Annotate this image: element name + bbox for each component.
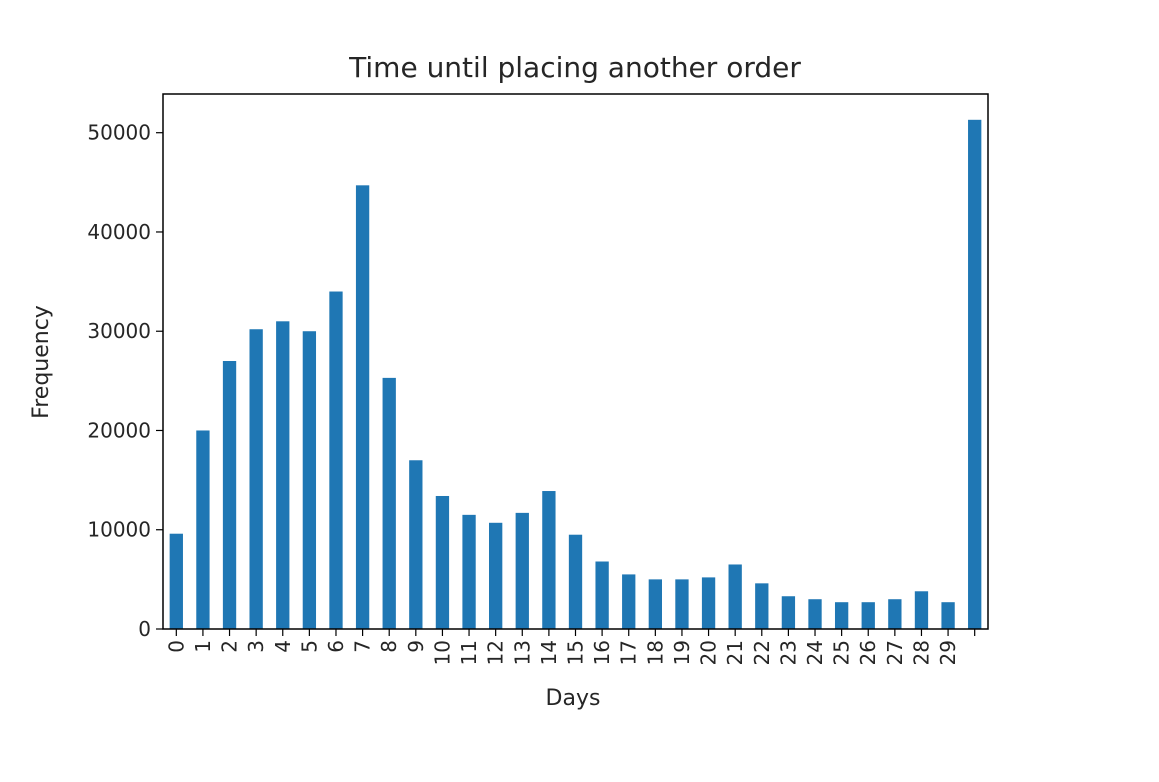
bar-day-1 — [196, 430, 210, 629]
x-tick-label: 16 — [590, 640, 614, 665]
x-tick-label: 3 — [244, 640, 268, 653]
bar-day-21 — [728, 564, 742, 629]
bar-day-25 — [834, 602, 849, 629]
x-tick-label: 22 — [750, 640, 774, 665]
x-tick-label: 7 — [351, 640, 375, 653]
x-tick-label: 13 — [510, 640, 534, 665]
bar-day-4 — [276, 321, 290, 629]
bar-day-27 — [888, 599, 902, 629]
bar-day-26 — [861, 602, 875, 629]
chart-title: Time until placing another order — [348, 51, 801, 84]
x-axis-label: Days — [546, 686, 601, 711]
bar-day-14 — [542, 491, 556, 629]
bar-day-12 — [489, 522, 503, 629]
bar-day-17 — [622, 574, 636, 629]
x-tick-label: 26 — [856, 640, 880, 665]
x-axis: 0 1 2 3 4 5 6 7 8 9 10 11 12 13 14 15 16 17 18 19 20 21 22 23 24… — [164, 629, 976, 665]
x-tick-label: 24 — [803, 640, 827, 665]
y-tick-label: 30000 — [87, 319, 151, 343]
bars-group — [169, 119, 982, 629]
bar-day-18 — [648, 579, 662, 629]
x-tick-label: 9 — [404, 640, 428, 653]
x-tick-label: 0 — [164, 640, 188, 653]
x-tick-label: 1 — [191, 640, 215, 653]
bar-day-3 — [249, 329, 263, 629]
bar-day-19 — [675, 579, 689, 629]
x-tick-label: 15 — [564, 640, 588, 665]
bar-day-11 — [462, 514, 476, 629]
bar-day-8 — [382, 377, 396, 629]
bar-day-6 — [329, 291, 343, 629]
y-axis: 0 10000 20000 30000 40000 50000 — [87, 121, 163, 641]
x-tick-label: 28 — [909, 640, 933, 665]
x-tick-label: 25 — [830, 640, 854, 665]
x-tick-label: 14 — [537, 640, 561, 665]
x-tick-label: 5 — [297, 640, 321, 653]
x-tick-label: 12 — [484, 640, 508, 665]
y-tick-label: 40000 — [87, 220, 151, 244]
bar-day-28 — [914, 591, 929, 629]
bar-day-23 — [781, 596, 796, 629]
bar-day-24 — [808, 599, 822, 629]
x-tick-label: 2 — [218, 640, 242, 653]
x-tick-label: 27 — [883, 640, 907, 665]
y-axis-label: Frequency — [29, 305, 54, 419]
bar-day-9 — [409, 460, 423, 629]
bar-day-extra-30 — [968, 119, 982, 629]
y-tick-label: 10000 — [87, 518, 151, 542]
x-tick-label: 10 — [430, 640, 454, 665]
x-tick-label: 19 — [670, 640, 694, 665]
bar-day-7 — [355, 185, 370, 629]
bar-day-16 — [595, 561, 609, 629]
x-tick-label: 18 — [643, 640, 667, 665]
bar-day-29 — [941, 602, 955, 629]
bar-day-15 — [568, 534, 583, 629]
x-tick-label: 29 — [936, 640, 960, 665]
bar-day-10 — [435, 495, 450, 629]
x-tick-label: 4 — [271, 640, 295, 653]
x-tick-label: 20 — [697, 640, 721, 665]
bar-day-0 — [169, 533, 183, 629]
y-tick-label: 20000 — [87, 418, 151, 442]
y-tick-label: 50000 — [87, 121, 151, 145]
bar-day-2 — [222, 361, 237, 629]
bar-day-13 — [515, 512, 529, 629]
x-tick-label: 17 — [617, 640, 641, 665]
bar-day-20 — [701, 577, 716, 629]
x-tick-label: 6 — [324, 640, 348, 653]
bar-day-5 — [302, 331, 317, 629]
x-tick-label: 11 — [457, 640, 481, 665]
bar-day-22 — [755, 583, 769, 629]
y-tick-label: 0 — [138, 617, 151, 641]
x-tick-label: 8 — [377, 640, 401, 653]
x-tick-label: 23 — [776, 640, 800, 665]
x-tick-label: 21 — [723, 640, 747, 665]
